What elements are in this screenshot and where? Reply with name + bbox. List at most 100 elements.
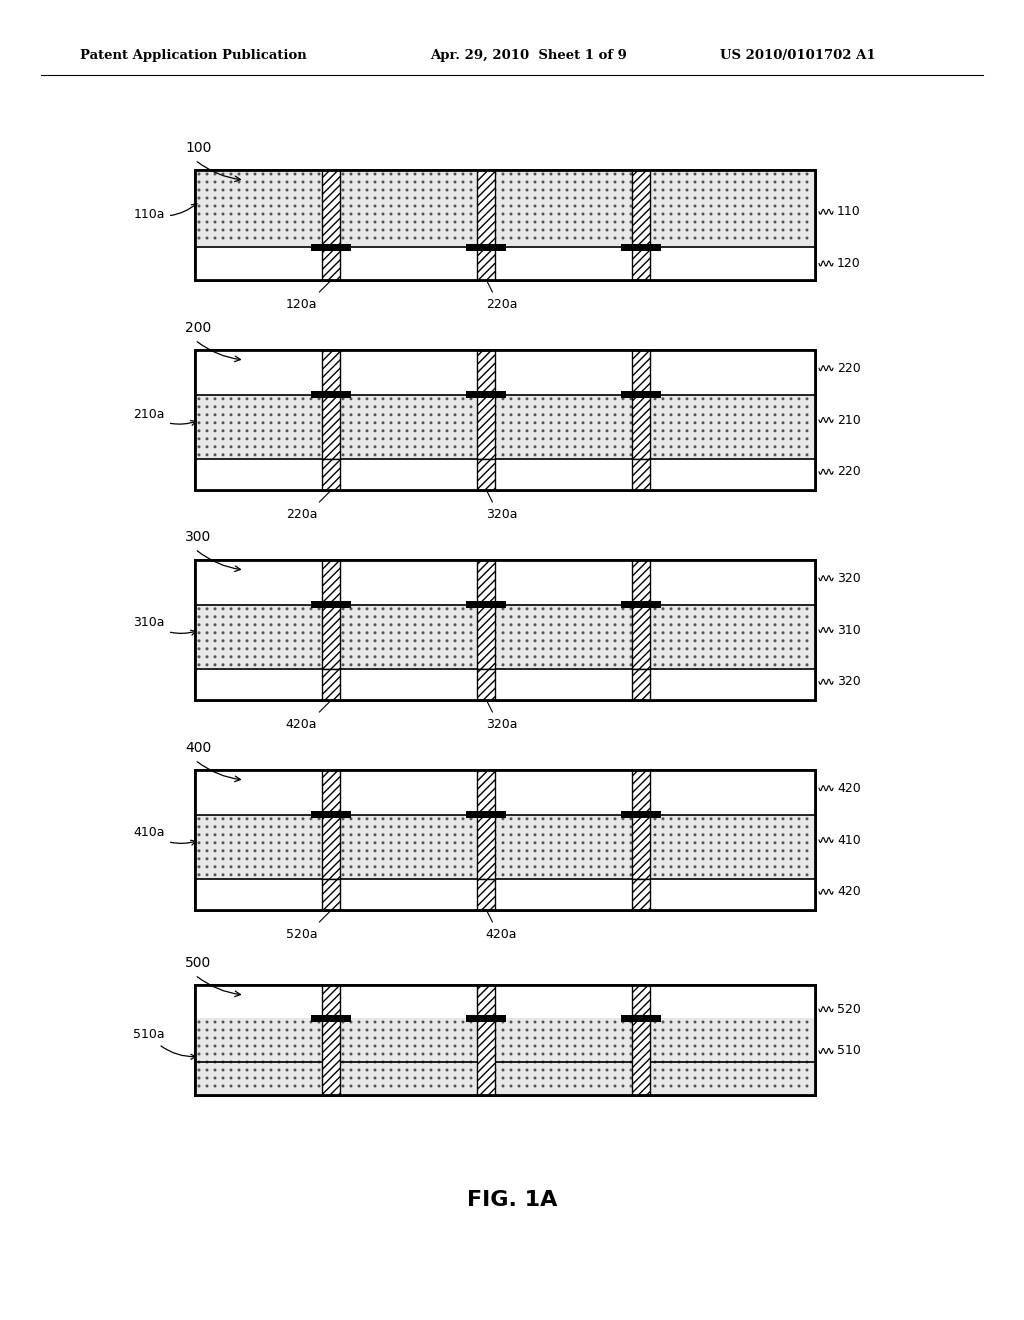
- Circle shape: [782, 438, 783, 440]
- Circle shape: [702, 214, 703, 215]
- Circle shape: [398, 422, 399, 424]
- Circle shape: [390, 1053, 392, 1055]
- Circle shape: [583, 1069, 584, 1071]
- Circle shape: [751, 818, 752, 820]
- Circle shape: [302, 230, 304, 231]
- Circle shape: [446, 616, 447, 618]
- Circle shape: [246, 826, 248, 828]
- Circle shape: [446, 609, 447, 610]
- Circle shape: [751, 1061, 752, 1063]
- Circle shape: [566, 1038, 567, 1039]
- Circle shape: [663, 197, 664, 199]
- Circle shape: [638, 407, 640, 408]
- Circle shape: [334, 640, 336, 642]
- Circle shape: [254, 1045, 256, 1047]
- Circle shape: [327, 454, 328, 455]
- Circle shape: [430, 430, 432, 432]
- Circle shape: [206, 173, 208, 174]
- Circle shape: [286, 1045, 288, 1047]
- Circle shape: [806, 656, 808, 657]
- Circle shape: [407, 850, 408, 851]
- Circle shape: [462, 1022, 464, 1023]
- Circle shape: [342, 632, 344, 634]
- Circle shape: [638, 609, 640, 610]
- Circle shape: [670, 214, 672, 215]
- Circle shape: [358, 1069, 359, 1071]
- Circle shape: [478, 1077, 480, 1078]
- Circle shape: [758, 430, 760, 432]
- Circle shape: [726, 430, 728, 432]
- Circle shape: [199, 1022, 200, 1023]
- Circle shape: [230, 197, 231, 199]
- Circle shape: [590, 399, 592, 400]
- Circle shape: [407, 205, 408, 207]
- Circle shape: [470, 874, 472, 875]
- Circle shape: [374, 609, 376, 610]
- Circle shape: [590, 446, 592, 447]
- Circle shape: [798, 850, 800, 851]
- Circle shape: [510, 222, 512, 223]
- Circle shape: [214, 648, 216, 649]
- Circle shape: [390, 866, 392, 867]
- Circle shape: [430, 422, 432, 424]
- Circle shape: [390, 842, 392, 843]
- Circle shape: [542, 407, 544, 408]
- Circle shape: [638, 230, 640, 231]
- Circle shape: [422, 181, 424, 182]
- Circle shape: [294, 222, 296, 223]
- Circle shape: [606, 214, 608, 215]
- Circle shape: [462, 430, 464, 432]
- Circle shape: [686, 850, 688, 851]
- Circle shape: [638, 818, 640, 820]
- Circle shape: [342, 1061, 344, 1063]
- Circle shape: [583, 664, 584, 665]
- Circle shape: [470, 1038, 472, 1039]
- Circle shape: [542, 230, 544, 231]
- Circle shape: [246, 446, 248, 447]
- Circle shape: [791, 818, 792, 820]
- Circle shape: [334, 173, 336, 174]
- Circle shape: [262, 818, 264, 820]
- Circle shape: [510, 430, 512, 432]
- Circle shape: [318, 230, 319, 231]
- Circle shape: [678, 656, 680, 657]
- Circle shape: [791, 422, 792, 424]
- Circle shape: [407, 826, 408, 828]
- Circle shape: [646, 858, 648, 859]
- Circle shape: [711, 850, 712, 851]
- Circle shape: [367, 826, 368, 828]
- Circle shape: [614, 422, 615, 424]
- Circle shape: [711, 1045, 712, 1047]
- Bar: [195, 395, 815, 459]
- Circle shape: [455, 399, 456, 400]
- Circle shape: [239, 414, 240, 416]
- Circle shape: [279, 664, 280, 665]
- Circle shape: [782, 173, 783, 174]
- Circle shape: [438, 1085, 439, 1086]
- Circle shape: [374, 407, 376, 408]
- Circle shape: [230, 1085, 231, 1086]
- Circle shape: [254, 181, 256, 182]
- Circle shape: [630, 1061, 632, 1063]
- Circle shape: [334, 648, 336, 649]
- Circle shape: [294, 438, 296, 440]
- Circle shape: [199, 189, 200, 191]
- Circle shape: [630, 446, 632, 447]
- Bar: [323, 879, 340, 909]
- Circle shape: [782, 399, 783, 400]
- Circle shape: [246, 648, 248, 649]
- Circle shape: [334, 1022, 336, 1023]
- Circle shape: [526, 1085, 527, 1086]
- Circle shape: [734, 866, 736, 867]
- Circle shape: [199, 632, 200, 634]
- Circle shape: [606, 850, 608, 851]
- Bar: [466, 602, 507, 609]
- Circle shape: [318, 624, 319, 626]
- Circle shape: [678, 866, 680, 867]
- Circle shape: [598, 422, 600, 424]
- Bar: [477, 459, 496, 490]
- Circle shape: [214, 181, 216, 182]
- Circle shape: [214, 842, 216, 843]
- Circle shape: [751, 609, 752, 610]
- Circle shape: [270, 834, 271, 836]
